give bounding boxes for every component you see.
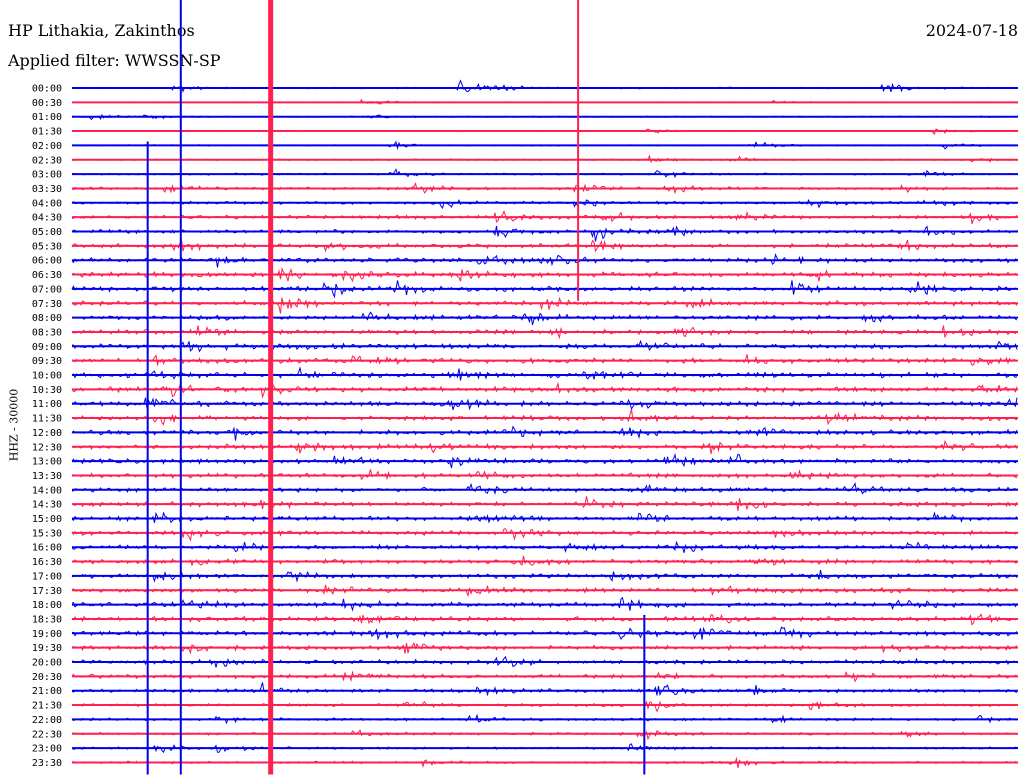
time-tick-label: 13:00 — [32, 457, 62, 468]
time-label-group: 00:00 00:30 01:00 01:30 02:00 02:30 03:00 03:30… — [32, 84, 62, 769]
trace-line — [71, 700, 1018, 713]
trace-group — [71, 79, 1018, 769]
trace-line — [71, 425, 1018, 441]
station-title: HP Lithakia, Zakinthos — [8, 21, 195, 40]
time-tick-label: 22:00 — [32, 715, 62, 726]
time-tick-label: 18:30 — [32, 614, 62, 625]
time-tick-label: 02:30 — [32, 155, 62, 166]
time-tick-label: 01:00 — [32, 112, 62, 123]
time-tick-label: 14:00 — [32, 485, 62, 496]
time-tick-label: 04:30 — [32, 213, 62, 224]
time-tick-label: 12:00 — [32, 428, 62, 439]
trace-line — [71, 79, 1017, 93]
time-tick-label: 07:30 — [32, 299, 62, 310]
time-tick-label: 19:30 — [32, 643, 62, 654]
time-tick-label: 06:00 — [32, 256, 62, 267]
time-tick-label: 13:30 — [32, 471, 62, 482]
time-tick-label: 22:30 — [32, 729, 62, 740]
time-tick-label: 21:00 — [32, 686, 62, 697]
time-tick-label: 23:00 — [32, 744, 62, 755]
time-tick-label: 11:00 — [32, 399, 62, 410]
time-tick-label: 00:00 — [32, 84, 62, 95]
trace-line — [71, 469, 1018, 481]
filter-label: Applied filter: WWSSN-SP — [8, 51, 221, 70]
time-tick-label: 23:30 — [32, 758, 62, 769]
trace-line — [71, 682, 1018, 697]
time-tick-label: 10:30 — [32, 385, 62, 396]
time-tick-label: 02:00 — [32, 141, 62, 152]
trace-line — [71, 409, 1018, 426]
time-tick-label: 16:00 — [32, 543, 62, 554]
date-label: 2024-07-18 — [925, 21, 1018, 40]
time-tick-label: 14:30 — [32, 500, 62, 511]
time-tick-label: 10:00 — [32, 371, 62, 382]
time-tick-label: 12:30 — [32, 442, 62, 453]
time-tick-label: 03:00 — [32, 170, 62, 181]
trace-line — [71, 482, 1018, 495]
time-tick-label: 00:30 — [32, 98, 62, 109]
time-tick-label: 15:00 — [32, 514, 62, 525]
time-tick-label: 03:30 — [32, 184, 62, 195]
time-tick-label: 15:30 — [32, 528, 62, 539]
time-tick-label: 09:30 — [32, 356, 62, 367]
time-tick-label: 05:00 — [32, 227, 62, 238]
time-tick-label: 20:30 — [32, 672, 62, 683]
time-tick-label: 01:30 — [32, 127, 62, 138]
time-tick-label: 17:00 — [32, 571, 62, 582]
time-tick-label: 16:30 — [32, 557, 62, 568]
spike-group — [146, 0, 646, 775]
time-tick-label: 04:00 — [32, 198, 62, 209]
time-tick-label: 20:00 — [32, 658, 62, 669]
time-tick-label: 06:30 — [32, 270, 62, 281]
time-tick-label: 19:00 — [32, 629, 62, 640]
time-tick-label: 07:00 — [32, 284, 62, 295]
time-tick-label: 18:00 — [32, 600, 62, 611]
trace-line — [71, 198, 1018, 210]
time-tick-label: 17:30 — [32, 586, 62, 597]
trace-line — [71, 528, 1018, 542]
time-tick-label: 08:00 — [32, 313, 62, 324]
trace-line — [71, 225, 1018, 242]
time-tick-label: 05:30 — [32, 241, 62, 252]
trace-line — [71, 311, 1018, 326]
trace-line — [71, 296, 1018, 314]
time-tick-label: 09:00 — [32, 342, 62, 353]
time-tick-label: 21:30 — [32, 701, 62, 712]
time-tick-label: 11:30 — [32, 414, 62, 425]
time-tick-label: 08:30 — [32, 327, 62, 338]
